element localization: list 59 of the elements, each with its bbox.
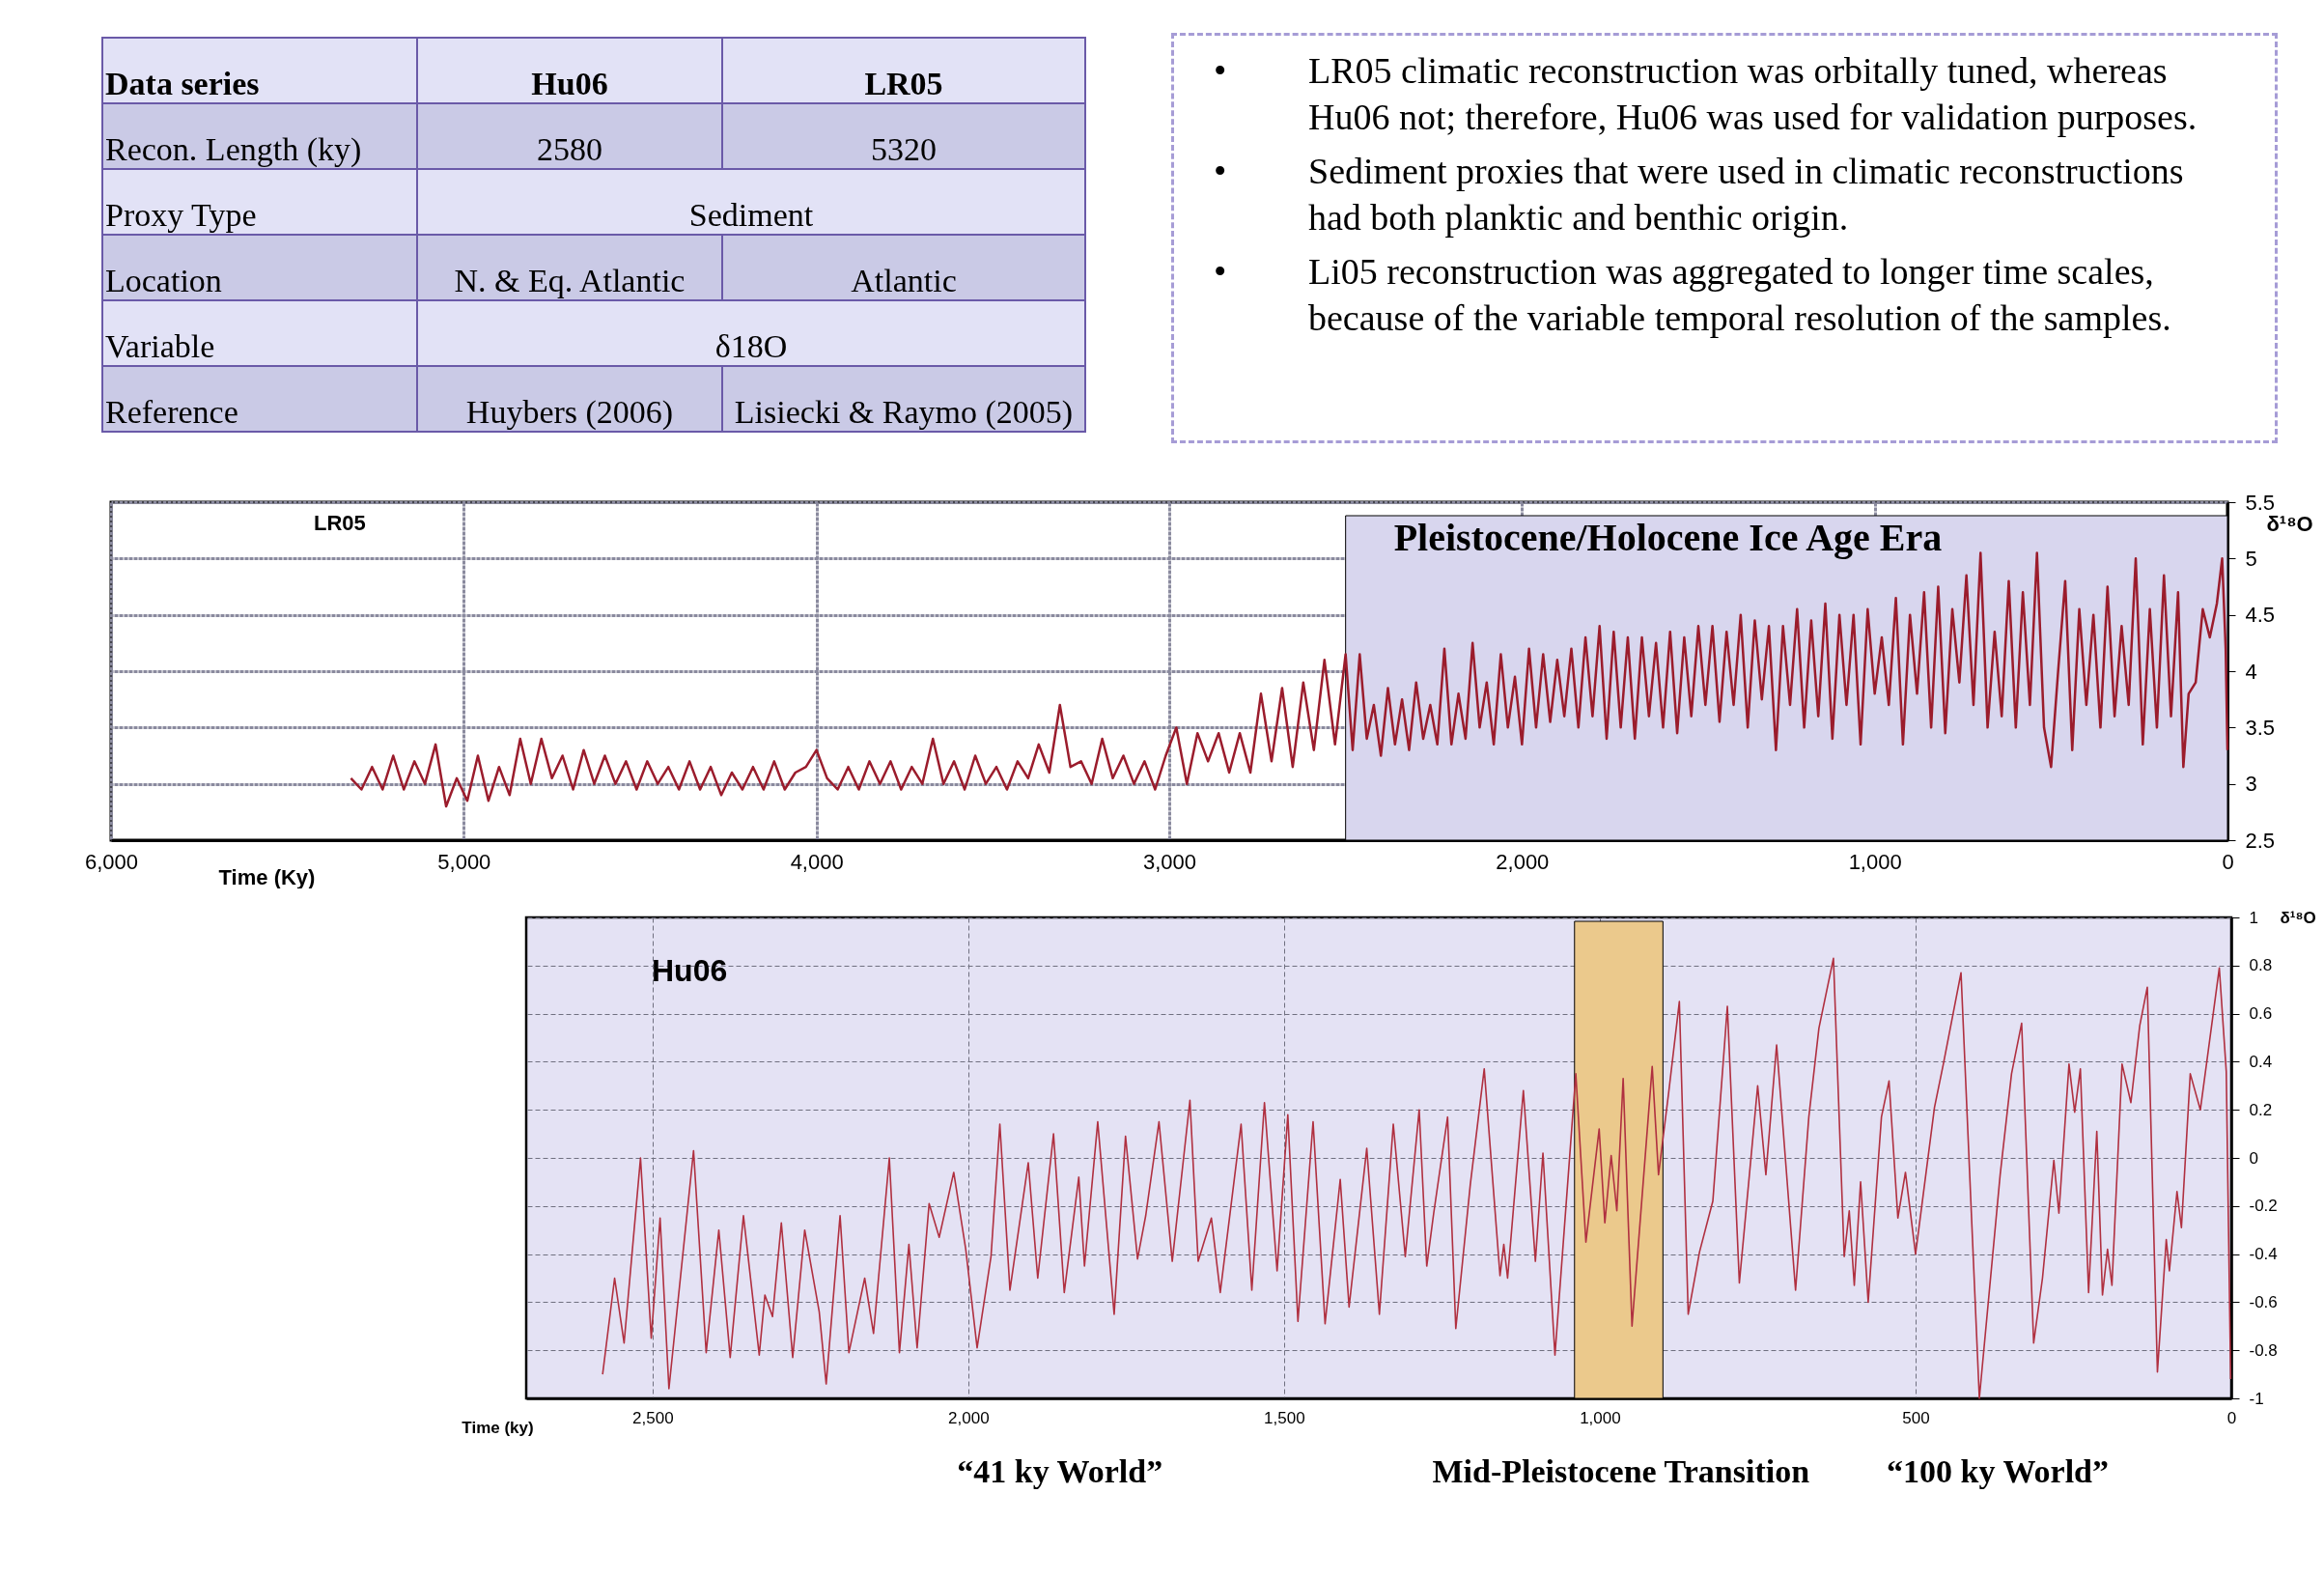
chart-title: LR05 [314, 511, 366, 535]
text: 2580 [417, 103, 722, 169]
y-tick-label: 3.5 [2245, 715, 2276, 740]
y-tick-label: 0 [2249, 1148, 2258, 1168]
x-axis-title: Time (ky) [462, 1418, 534, 1437]
text: Hu06 [417, 38, 722, 103]
text: Proxy Type [102, 169, 417, 235]
x-tick-label: 5,000 [437, 849, 491, 874]
x-tick-label: 500 [1902, 1408, 1930, 1427]
text: Location [102, 235, 417, 300]
y-tick-label: 0.8 [2249, 956, 2273, 975]
text: δ18O [417, 300, 1085, 366]
text: Atlantic [722, 235, 1085, 300]
text: LR05 [722, 38, 1085, 103]
y-tick-label: 5 [2245, 546, 2257, 571]
y-tick-label: 3 [2245, 772, 2257, 797]
text: “41 ky World” [957, 1453, 1163, 1489]
text: Data series [102, 38, 417, 103]
x-tick-label: 2,000 [948, 1408, 990, 1427]
text: Reference [102, 366, 417, 432]
text: • Sediment proxies that were used in climatic reconstructions had both planktic and benthic origin. [1214, 151, 2184, 238]
text: “100 ky World” [1887, 1453, 2109, 1489]
x-tick-label: 0 [2226, 1408, 2237, 1427]
x-tick-label: 2,000 [1496, 849, 1550, 874]
text: Variable [102, 300, 417, 366]
x-tick-label: 2,500 [632, 1408, 674, 1427]
y-tick-label: 0.6 [2249, 1004, 2273, 1024]
y-tick-label: -0.4 [2249, 1245, 2278, 1264]
x-tick-label: 0 [2222, 849, 2234, 874]
y-tick-label: 1 [2249, 908, 2258, 927]
y-tick-label: 0.4 [2249, 1052, 2273, 1071]
text: Recon. Length (ky) [102, 103, 417, 169]
y-axis-title: δ¹⁸O [2280, 908, 2316, 927]
text: Hu06 [652, 953, 728, 988]
y-tick-label: -0.2 [2249, 1197, 2278, 1216]
y-tick-label: 2.5 [2245, 828, 2276, 853]
x-tick-label: 4,000 [790, 849, 844, 874]
x-tick-label: 6,000 [84, 849, 139, 874]
text: Lisiecki & Raymo (2005) [722, 366, 1085, 432]
text: Huybers (2006) [417, 366, 722, 432]
y-tick-label: -1 [2249, 1389, 2264, 1408]
y-tick-label: 0.2 [2249, 1100, 2273, 1119]
text: • LR05 climatic reconstruction was orbitally tuned, whereas Hu06 not; therefore, Hu06 was used for validation purposes. [1214, 50, 2198, 137]
text: • Li05 reconstruction was aggregated to longer time scales, because of the variable temporal resolution of the samples. [1214, 251, 2171, 338]
y-tick-label: 4.5 [2245, 603, 2276, 628]
text: N. & Eq. Atlantic [417, 235, 722, 300]
x-tick-label: 1,000 [1848, 849, 1902, 874]
x-axis-title: Time (Ky) [218, 864, 316, 889]
y-tick-label: -0.6 [2249, 1292, 2278, 1311]
y-tick-label: -0.8 [2249, 1340, 2278, 1360]
line-series [602, 957, 2232, 1399]
x-tick-label: 1,000 [1580, 1408, 1621, 1427]
x-tick-label: 1,500 [1264, 1408, 1305, 1427]
y-tick-label: 4 [2245, 659, 2257, 684]
text: 5320 [722, 103, 1085, 169]
band-label: Pleistocene/Holocene Ice Age Era [1393, 516, 1943, 559]
text: Sediment [417, 169, 1085, 235]
text: Mid-Pleistocene Transition [1432, 1453, 1810, 1489]
x-tick-label: 3,000 [1142, 849, 1197, 874]
